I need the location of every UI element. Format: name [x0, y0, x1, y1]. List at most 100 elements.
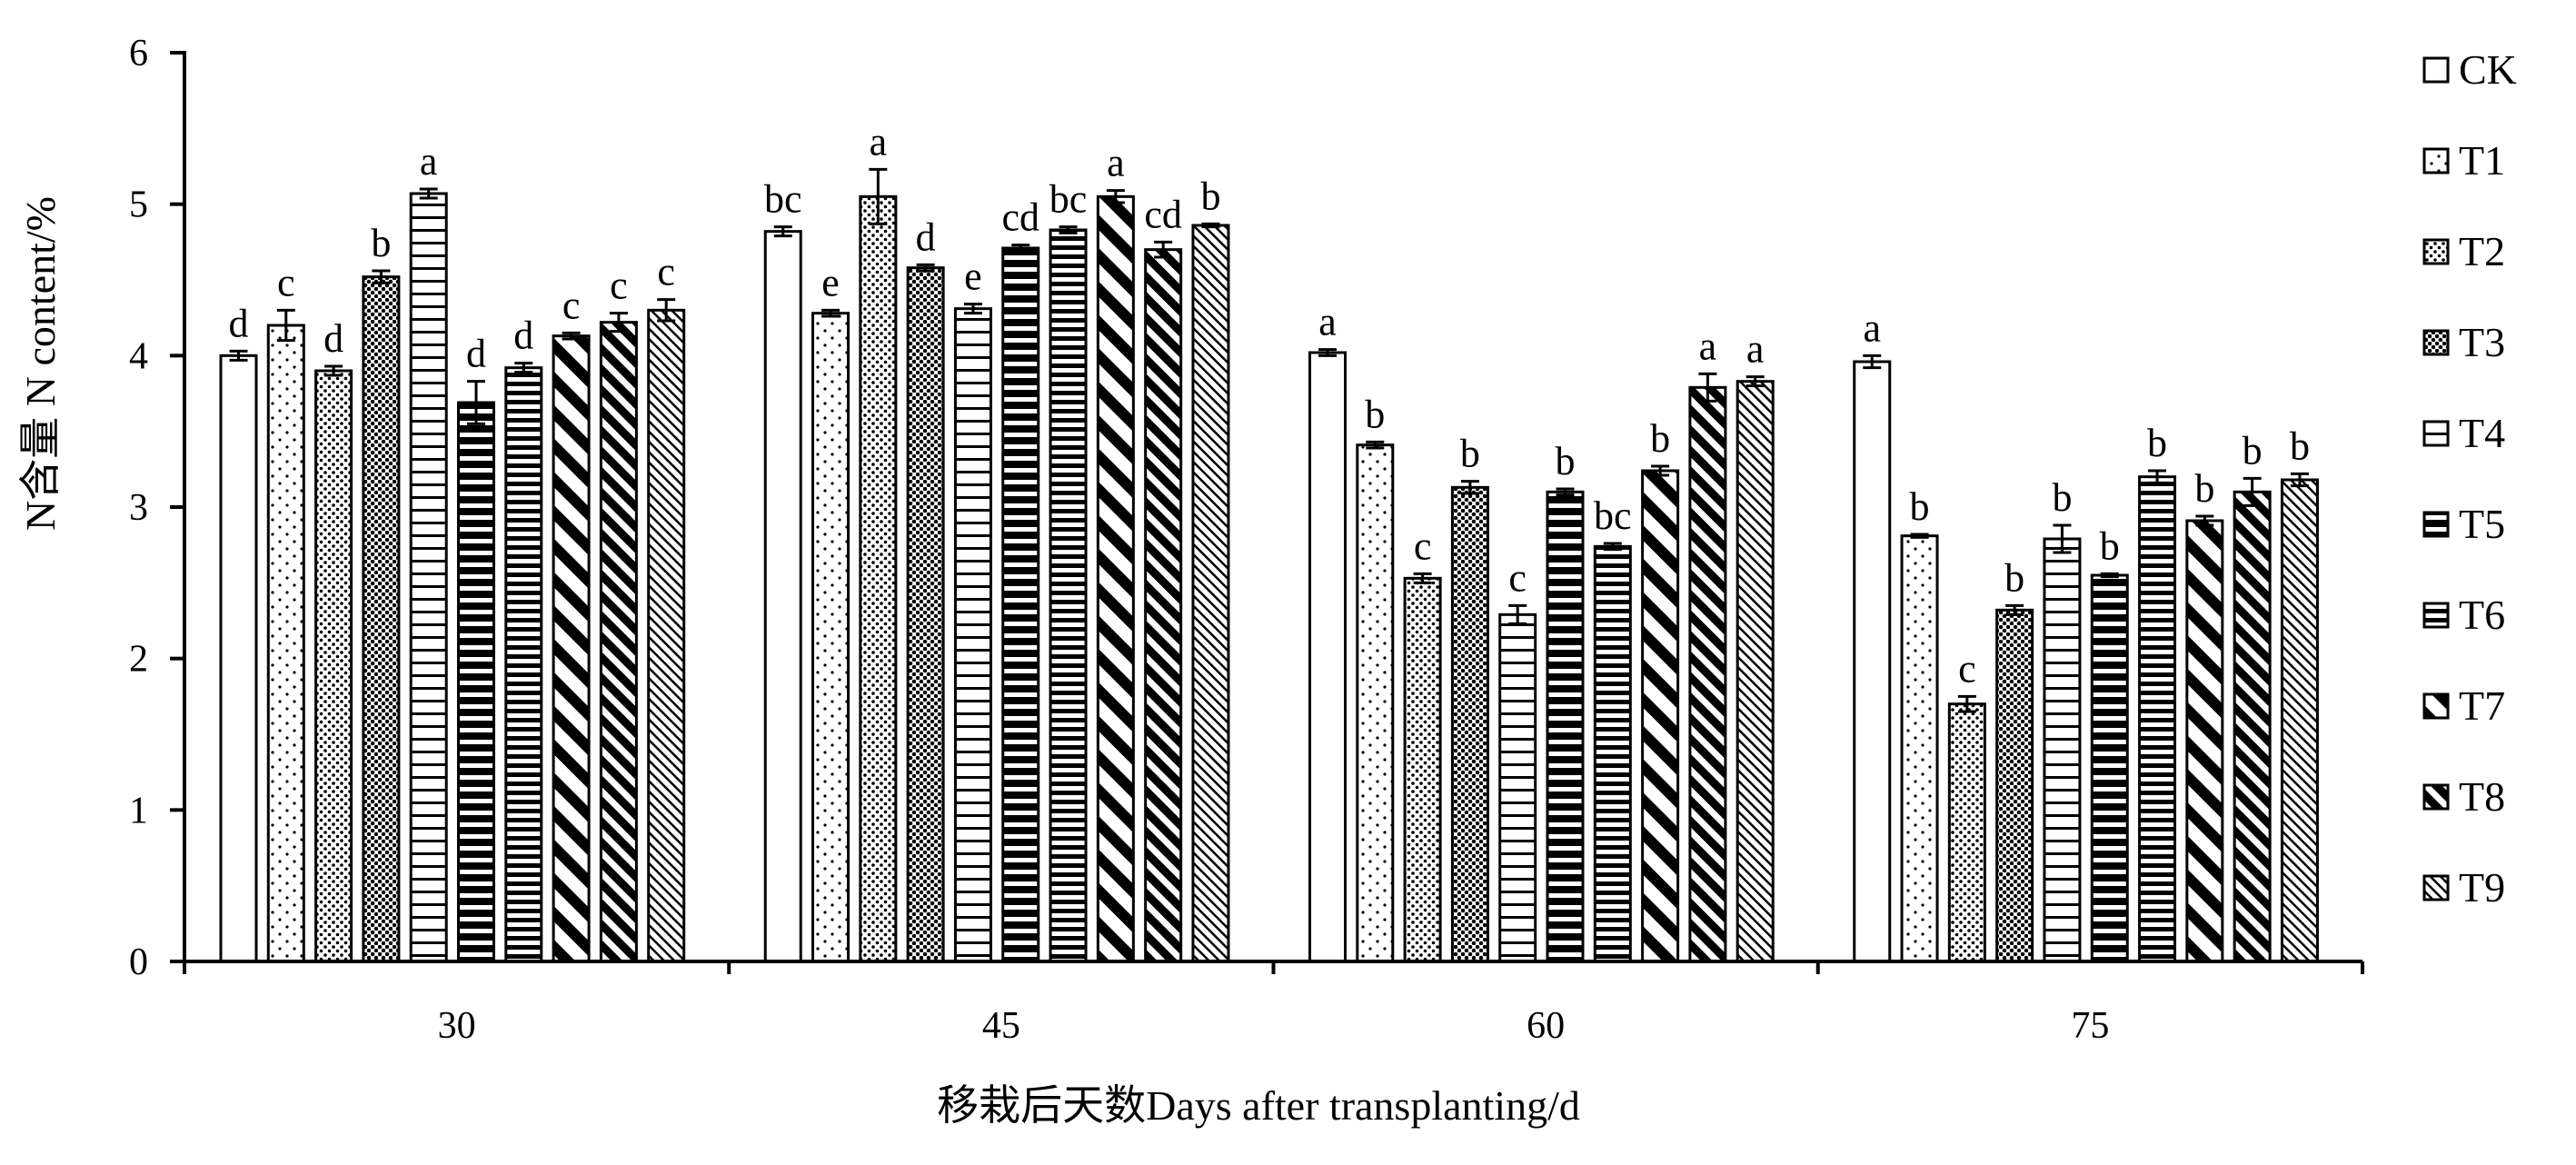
- bar: [1356, 443, 1395, 963]
- bar: [2043, 537, 2082, 963]
- bar: [1049, 228, 1088, 963]
- legend-swatch: [2422, 692, 2450, 720]
- x-axis: 30 45 60 75: [183, 960, 2364, 1047]
- significance-label: b: [2100, 523, 2120, 568]
- x-tick-label: 75: [2071, 1005, 2109, 1047]
- legend-label: T9: [2459, 864, 2505, 911]
- legend-swatch: [2422, 147, 2450, 174]
- legend-label: T1: [2459, 137, 2505, 184]
- legend-label: T4: [2459, 410, 2505, 456]
- significance-label: c: [562, 283, 581, 327]
- bar: [314, 369, 353, 963]
- y-tick-label: 0: [129, 941, 148, 983]
- bar: [1593, 544, 1632, 963]
- significance-label: c: [277, 260, 295, 304]
- bar: [1001, 246, 1040, 963]
- bar: [2280, 478, 2319, 963]
- significance-label: a: [420, 139, 438, 184]
- bar: [219, 353, 258, 963]
- bar: [2138, 475, 2177, 963]
- bar: [1995, 608, 2034, 963]
- bar: [504, 366, 543, 963]
- legend-swatch: [2422, 329, 2450, 356]
- significance-label: b: [1200, 174, 1220, 218]
- legend-label: T3: [2459, 319, 2505, 365]
- y-tick-label: 6: [129, 33, 148, 75]
- legend-swatch: [2422, 602, 2450, 629]
- legend-label: T8: [2459, 773, 2505, 820]
- significance-label: d: [323, 316, 343, 361]
- y-tick-label: 2: [129, 639, 148, 681]
- bar: [647, 308, 686, 963]
- bar: [1900, 534, 1939, 963]
- significance-label: cd: [1144, 192, 1182, 236]
- significance-label: b: [2243, 428, 2263, 473]
- significance-label: b: [1365, 392, 1385, 436]
- significance-label: c: [1414, 523, 1432, 568]
- significance-label: b: [2052, 475, 2072, 520]
- bar: [953, 307, 992, 963]
- significance-label: e: [964, 254, 982, 299]
- significance-label: b: [1910, 484, 1930, 529]
- legend-swatch: [2422, 874, 2450, 901]
- significance-label: b: [371, 221, 391, 265]
- bar: [457, 401, 495, 963]
- y-axis-title: N含量 N content/%: [17, 196, 64, 531]
- significance-label: d: [229, 301, 249, 345]
- bar: [1096, 194, 1135, 963]
- y-axis: 0 1 2 3 4 5 6: [129, 33, 186, 983]
- bar: [1947, 702, 1986, 963]
- legend-swatch: [2422, 56, 2450, 84]
- bar: [1403, 576, 1442, 963]
- significance-label: a: [1699, 324, 1717, 368]
- legend-label: T6: [2459, 592, 2505, 638]
- significance-label: a: [1863, 305, 1881, 350]
- significance-label: cd: [1001, 195, 1039, 240]
- legend-swatch: [2422, 238, 2450, 265]
- significance-label: bc: [764, 177, 802, 222]
- significance-label: b: [2004, 555, 2024, 600]
- significance-label: b: [1460, 432, 1480, 476]
- legend: CK T1 T2 T3 T4 T5 T6 T7 T8 T9: [2422, 46, 2517, 911]
- y-tick-label: 4: [129, 335, 148, 377]
- bar: [1498, 612, 1537, 963]
- x-axis-title: 移栽后天数Days after transplanting/d: [937, 1082, 1580, 1129]
- bar: [1546, 490, 1585, 963]
- bar: [811, 312, 850, 963]
- bar: [859, 194, 898, 963]
- significance-label: a: [1107, 141, 1125, 185]
- bar: [1308, 351, 1347, 963]
- bar: [1641, 469, 1680, 963]
- bar: [552, 334, 591, 963]
- bar: [763, 230, 802, 963]
- legend-label: CK: [2459, 46, 2517, 93]
- bar: [599, 321, 638, 963]
- bar: [906, 266, 945, 963]
- bar: [1144, 248, 1183, 963]
- significance-label: bc: [1594, 493, 1632, 538]
- significance-label: b: [1556, 439, 1576, 483]
- bar: [1853, 360, 1892, 963]
- legend-label: T5: [2459, 501, 2505, 547]
- bar: [2233, 490, 2272, 963]
- significance-label: d: [466, 332, 486, 376]
- significance-label: a: [1746, 327, 1765, 372]
- significance-label: a: [1318, 300, 1337, 344]
- legend-swatch: [2422, 783, 2450, 811]
- legend-label: T7: [2459, 682, 2505, 729]
- legend-swatch: [2422, 511, 2450, 538]
- y-tick-label: 5: [129, 184, 148, 226]
- legend-label: T2: [2459, 228, 2505, 274]
- significance-label: c: [1958, 646, 1976, 691]
- significance-label: e: [821, 260, 840, 304]
- bar: [1450, 485, 1489, 963]
- bar: [409, 192, 448, 963]
- significance-label: b: [2147, 421, 2167, 465]
- significance-label: d: [916, 214, 936, 259]
- bar: [2185, 519, 2224, 963]
- significance-label: c: [657, 250, 675, 294]
- significance-label: d: [513, 314, 533, 358]
- bar: [362, 275, 401, 963]
